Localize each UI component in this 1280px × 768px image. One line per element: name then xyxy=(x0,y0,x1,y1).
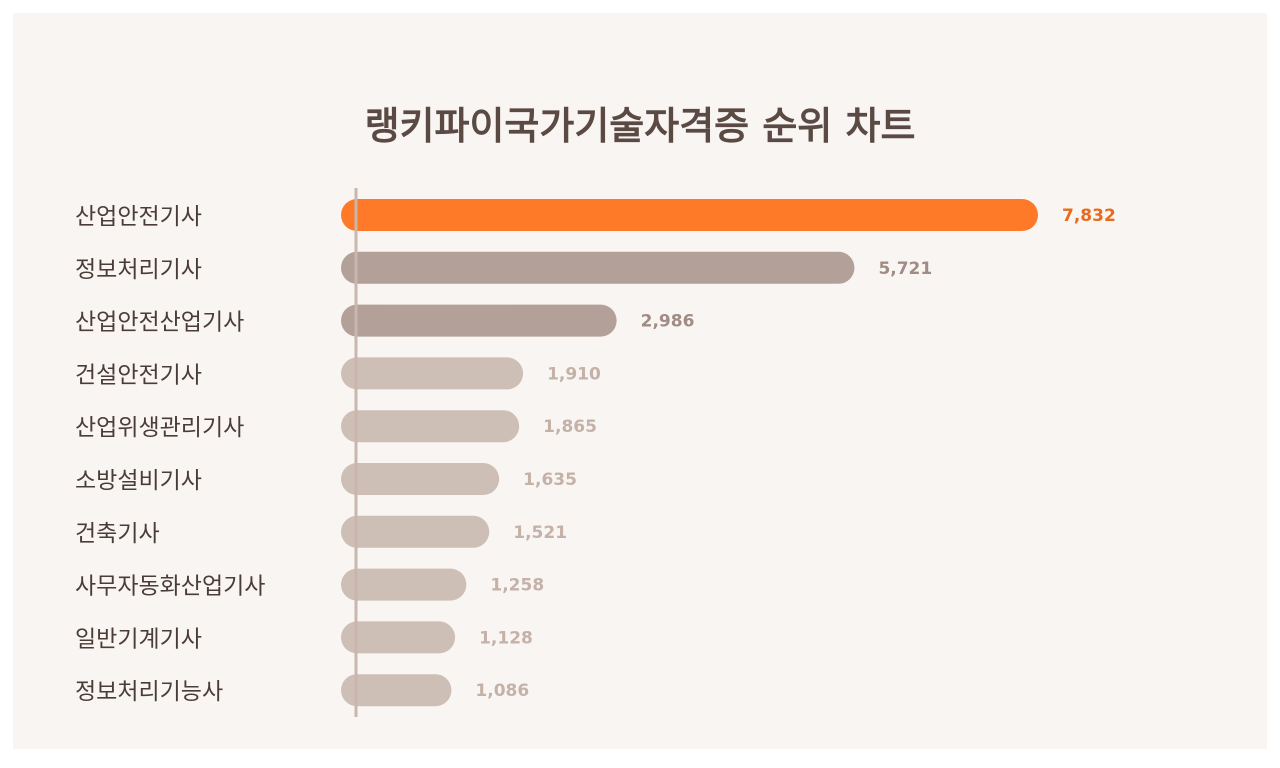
bar-2 xyxy=(341,251,855,284)
category-label-2: 정보처리기사 xyxy=(75,257,202,283)
category-label-5: 산업위생관리기사 xyxy=(75,415,244,441)
bar-3 xyxy=(341,304,617,337)
value-label-2: 5,721 xyxy=(878,259,932,279)
value-label-9: 1,128 xyxy=(479,628,533,648)
value-label-3: 2,986 xyxy=(641,312,695,332)
category-label-4: 건설안전기사 xyxy=(75,362,202,388)
bar-1 xyxy=(341,199,1038,231)
category-label-7: 건축기사 xyxy=(75,521,160,547)
bar-9 xyxy=(341,621,456,654)
category-label-6: 소방설비기사 xyxy=(75,468,202,494)
value-label-1: 7,832 xyxy=(1062,206,1116,226)
bar-10 xyxy=(341,674,452,707)
chart-title: 랭키파이국가기술자격증 순위 차트 xyxy=(364,104,916,148)
chart-card xyxy=(13,13,1267,749)
value-label-5: 1,865 xyxy=(543,417,597,437)
value-label-8: 1,258 xyxy=(490,576,544,596)
bar-4 xyxy=(341,357,524,390)
category-label-1: 산업안전기사 xyxy=(75,204,202,230)
category-label-3: 산업안전산업기사 xyxy=(75,310,244,336)
value-label-6: 1,635 xyxy=(523,470,577,490)
bar-8 xyxy=(341,568,467,601)
category-label-8: 사무자동화산업기사 xyxy=(75,574,265,600)
bar-7 xyxy=(341,515,490,548)
category-label-9: 일반기계기사 xyxy=(75,626,202,652)
bar-5 xyxy=(341,410,520,443)
value-label-10: 1,086 xyxy=(475,681,529,701)
bar-6 xyxy=(341,463,500,495)
value-label-4: 1,910 xyxy=(547,364,601,384)
category-label-10: 정보처리기능사 xyxy=(75,679,223,705)
value-label-7: 1,521 xyxy=(513,523,567,543)
